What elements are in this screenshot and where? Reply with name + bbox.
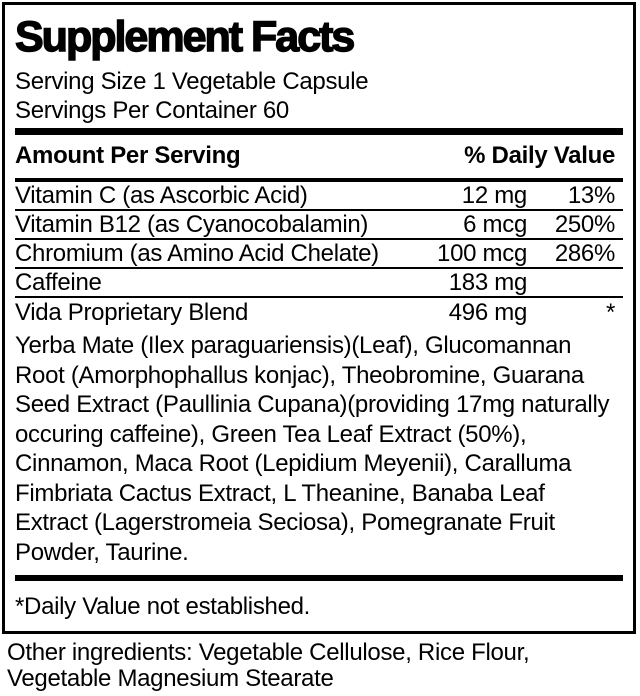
panel-title: Supplement Facts <box>14 12 356 61</box>
daily-value-header: % Daily Value <box>464 142 615 169</box>
footnote-daily-value: *Daily Value not established. <box>15 593 311 620</box>
divider-footnote <box>15 575 623 581</box>
nutrient-amount: 100 mcg <box>437 239 527 267</box>
nutrient-name: Caffeine <box>15 268 102 296</box>
nutrient-row: Vida Proprietary Blend 496 mg * <box>15 298 623 327</box>
nutrient-name: Chromium (as Amino Acid Chelate) <box>15 239 379 267</box>
nutrient-name: Vida Proprietary Blend <box>15 298 249 326</box>
nutrient-dv: 250% <box>554 210 615 238</box>
nutrient-dv: * <box>605 298 615 326</box>
nutrient-row: Chromium (as Amino Acid Chelate) 100 mcg… <box>15 240 623 269</box>
nutrient-row: Vitamin C (as Ascorbic Acid) 12 mg 13% <box>15 182 623 211</box>
other-ingredients: Other ingredients: Vegetable Cellulose, … <box>7 639 530 692</box>
amount-per-serving-header: Amount Per Serving <box>15 142 241 169</box>
nutrient-table-body: Vitamin C (as Ascorbic Acid) 12 mg 13% V… <box>15 182 623 327</box>
servings-per-container: Servings Per Container 60 <box>15 97 289 124</box>
supplement-facts-panel: Supplement Facts Serving Size 1 Vegetabl… <box>2 2 636 634</box>
serving-size: Serving Size 1 Vegetable Capsule <box>15 68 369 95</box>
nutrient-row: Vitamin B12 (as Cyanocobalamin) 6 mcg 25… <box>15 211 623 240</box>
nutrient-row: Caffeine 183 mg <box>15 269 623 298</box>
nutrient-name: Vitamin B12 (as Cyanocobalamin) <box>15 210 369 238</box>
table-header: Amount Per Serving % Daily Value <box>15 135 623 178</box>
divider-thick-top <box>15 128 623 135</box>
nutrient-amount: 496 mg <box>448 298 528 326</box>
nutrient-amount: 183 mg <box>448 268 528 296</box>
nutrient-dv: 13% <box>567 181 615 209</box>
nutrient-name: Vitamin C (as Ascorbic Acid) <box>15 181 308 209</box>
nutrient-dv: 286% <box>554 239 615 267</box>
divider-medium <box>15 178 623 182</box>
nutrient-amount: 6 mcg <box>463 210 527 238</box>
blend-description: Yerba Mate (Ilex paraguariensis)(Leaf), … <box>15 332 610 566</box>
nutrient-amount: 12 mg <box>461 181 528 209</box>
